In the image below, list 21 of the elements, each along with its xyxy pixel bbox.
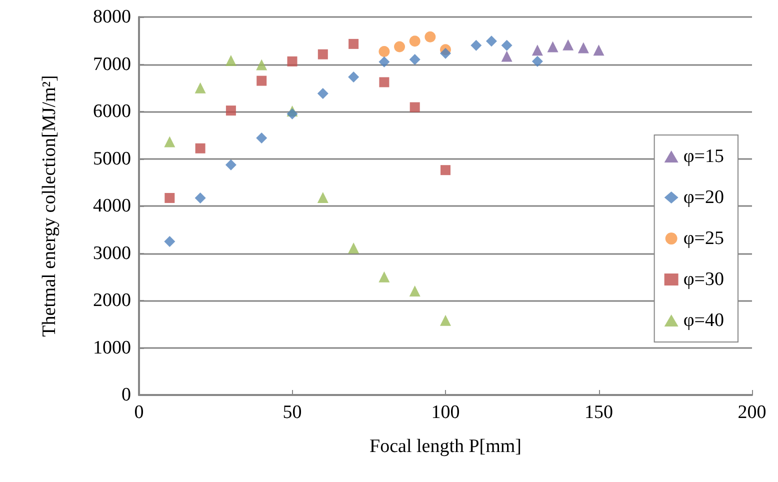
x-tick-label: 0 (134, 402, 144, 423)
y-tick-label: 8000 (93, 6, 131, 28)
legend-label: φ=30 (683, 269, 724, 290)
y-tick-label: 7000 (93, 54, 131, 75)
legend-label: φ=25 (683, 228, 724, 249)
legend-label: φ=40 (683, 310, 724, 331)
y-tick-label: 5000 (93, 148, 131, 170)
y-tick-label: 2000 (93, 290, 131, 311)
y-tick-label: 6000 (93, 101, 131, 122)
x-tick-label: 50 (282, 402, 302, 423)
legend-label: φ=15 (683, 146, 724, 167)
y-tick-label: 3000 (93, 242, 131, 264)
x-tick-label: 100 (431, 402, 460, 423)
x-tick-label: 150 (584, 402, 613, 423)
y-axis-title: Thetmal energy collection[MJ/m²] (39, 75, 60, 337)
legend-label: φ=20 (683, 187, 724, 208)
y-tick-label: 0 (122, 384, 131, 406)
x-tick-label: 200 (738, 402, 766, 423)
x-axis-title: Focal length P[mm] (370, 436, 522, 457)
y-tick-label: 1000 (93, 337, 131, 358)
y-tick-label: 4000 (93, 196, 131, 216)
